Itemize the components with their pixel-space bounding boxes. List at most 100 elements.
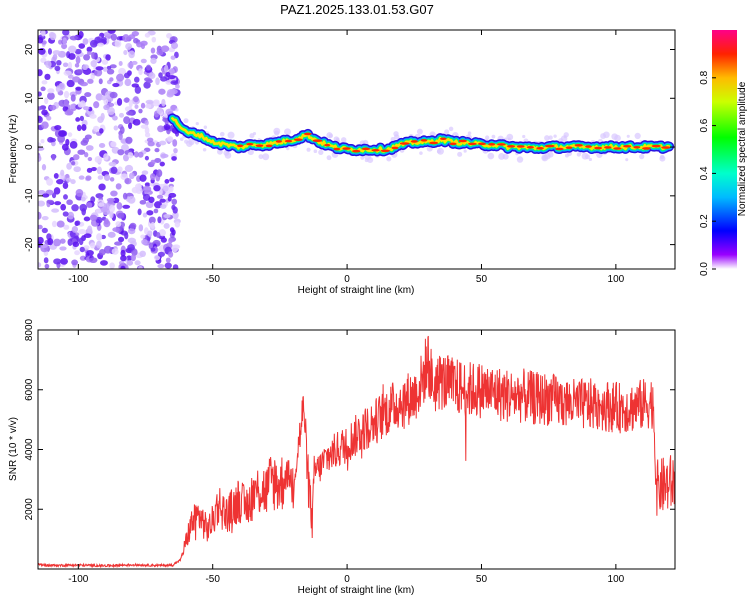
spectrogram-noise-dot — [154, 148, 160, 153]
spectrogram-noise-dot — [148, 72, 156, 79]
spectrogram-noise-dot — [64, 110, 73, 116]
spectrogram-noise-dot — [63, 224, 70, 230]
spectrogram-noise-dot — [38, 106, 43, 111]
spectrogram-noise-dot — [120, 255, 127, 262]
spectrogram-noise-dot — [103, 245, 113, 254]
spectrogram-noise-dot — [170, 55, 176, 60]
spectrogram-noise-dot — [98, 142, 106, 148]
spectrogram-noise-dot — [172, 264, 179, 269]
spectrogram-noise-dot — [79, 115, 85, 122]
spectrogram-x-ticks: -100 -50 0 50 100 — [68, 30, 625, 285]
spectrogram-noise-dot — [145, 64, 152, 71]
spectrogram-noise-dot — [89, 242, 96, 249]
spectrogram-noise-dot — [125, 42, 133, 50]
spectrogram-noise-dot — [41, 227, 48, 234]
spectrogram-noise-dot — [110, 33, 118, 41]
spectrogram-noise-dot — [137, 151, 144, 158]
snr-x-tick-label: -50 — [205, 574, 220, 585]
spectrogram-noise-dot — [157, 125, 165, 133]
spectrogram-noise-dot — [53, 187, 61, 195]
spectrogram-noise-dot — [82, 64, 88, 70]
spectrogram-noise-dot — [71, 259, 79, 266]
spectrogram-noise-dot — [100, 260, 108, 266]
spectrogram-noise-dot — [90, 72, 95, 80]
signal-peak — [555, 147, 564, 151]
spectrogram-noise-dot — [62, 62, 69, 68]
spectrogram-noise-dot — [160, 204, 167, 209]
spectrogram-noise-dot — [112, 227, 120, 232]
signal-halo-dot — [286, 146, 290, 151]
spectrogram-noise-dot — [45, 60, 52, 69]
spectrogram-noise-dot — [54, 65, 61, 72]
spectrogram-noise-dot — [67, 132, 73, 137]
spectrogram-noise-dot — [107, 30, 116, 34]
spectrogram-noise-dot — [122, 34, 130, 42]
spectrogram-noise-dot — [38, 190, 46, 195]
spectrogram-noise-dot — [86, 51, 92, 56]
spectrogram-noise-dot — [140, 124, 149, 129]
signal-peak — [440, 137, 447, 141]
signal-halo-dot — [258, 154, 264, 160]
spectrogram-noise-dot — [86, 46, 93, 53]
spectrogram-noise-dot — [119, 112, 125, 118]
spectrogram-noise-dot — [122, 192, 128, 200]
spectrogram-noise-dot — [111, 248, 119, 255]
signal-halo-dot — [394, 134, 400, 140]
spectrogram-noise-dot — [162, 185, 169, 192]
spectrogram-noise-dot — [40, 86, 46, 92]
spectrogram-noise-dot — [175, 84, 180, 89]
spectrogram-noise-dot — [38, 154, 42, 163]
spectrogram-dots — [38, 30, 181, 269]
spectrogram-noise-dot — [144, 182, 151, 187]
spectrogram-noise-dot — [126, 111, 134, 116]
signal-halo-dot — [485, 135, 490, 140]
signal-peak — [536, 147, 544, 150]
spectrogram-noise-dot — [125, 136, 133, 144]
signal-halo-dot — [603, 131, 610, 139]
spectrogram-noise-dot — [41, 121, 49, 129]
signal-peak — [246, 142, 254, 146]
spectrogram-noise-dot — [168, 192, 177, 198]
spectrogram-noise-dot — [145, 99, 154, 105]
signal-peak — [565, 146, 573, 149]
spectrogram-noise-dot — [78, 43, 86, 49]
colorbar: 0.0 0.2 0.4 0.6 0.8 Normalized spectral ampl… — [699, 30, 748, 276]
spectrogram-noise-dot — [109, 64, 117, 69]
spectrogram-noise-dot — [53, 258, 62, 265]
spectrogram-noise-dot — [124, 177, 132, 185]
spectrogram-noise-dot — [115, 183, 122, 190]
spectrogram-noise-dot — [102, 66, 108, 72]
spectrogram-noise-dot — [134, 260, 141, 266]
spectrogram-noise-dot — [73, 166, 81, 173]
spectrogram-noise-dot — [139, 250, 146, 258]
spectrogram-y-tick-label: 0 — [24, 144, 35, 150]
spectrogram-noise-dot — [110, 141, 117, 148]
spectrogram-noise-dot — [138, 68, 143, 76]
signal-halo-dot — [202, 147, 207, 152]
spectrogram-noise-dot — [171, 198, 178, 205]
spectrogram-noise-dot — [62, 37, 68, 46]
spectrogram-noise-dot — [62, 211, 69, 217]
spectrogram-noise-dot — [157, 251, 165, 257]
spectrogram-noise-dot — [140, 58, 147, 64]
spectrogram-y-tick-label: 20 — [24, 44, 35, 56]
spectrogram-noise-dot — [69, 103, 75, 110]
spectrogram-noise-dot — [75, 189, 84, 197]
signal-peak — [585, 145, 592, 148]
spectrogram-noise-dot — [68, 45, 77, 54]
spectrogram-noise-dot — [103, 174, 111, 182]
spectrogram-noise-dot — [101, 95, 107, 101]
spectrogram-noise-dot — [95, 216, 103, 224]
signal-peak — [526, 145, 534, 149]
spectrogram-noise-dot — [67, 61, 73, 70]
spectrogram-noise-dot — [127, 244, 135, 251]
snr-x-axis-label: Height of straight line (km) — [298, 585, 415, 596]
spectrogram-noise-dot — [80, 196, 86, 202]
spectrogram-noise-dot — [44, 97, 49, 105]
spectrogram-noise-dot — [38, 91, 42, 97]
signal-peak — [275, 140, 282, 143]
spectrogram-noise-dot — [158, 140, 167, 146]
spectrogram-noise-dot — [60, 258, 68, 265]
spectrogram-noise-dot — [144, 155, 149, 161]
signal-halo-dot — [614, 134, 621, 142]
